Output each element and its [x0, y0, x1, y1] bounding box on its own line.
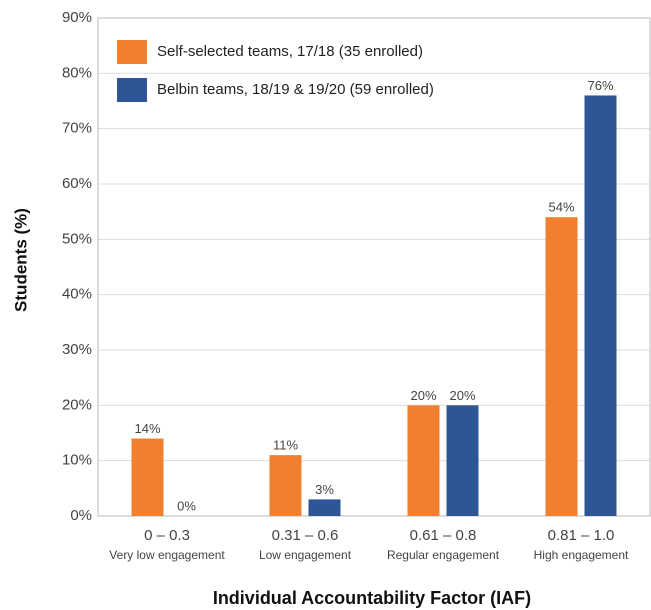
x-axis-label: Individual Accountability Factor (IAF) — [213, 588, 531, 608]
legend-label: Belbin teams, 18/19 & 19/20 (59 enrolled… — [157, 81, 434, 98]
y-tick-label: 20% — [62, 396, 92, 413]
data-label: 11% — [273, 438, 298, 453]
data-label: 3% — [315, 482, 334, 497]
data-label: 0% — [177, 498, 196, 513]
plot-frame — [97, 17, 651, 517]
bar — [308, 499, 341, 516]
x-tick-label: 0.61 – 0.8 — [410, 527, 477, 544]
x-tick-note: Regular engagement — [387, 548, 500, 562]
legend-label: Self-selected teams, 17/18 (35 enrolled) — [157, 43, 423, 60]
data-label: 20% — [410, 388, 436, 403]
y-tick-label: 40% — [62, 286, 92, 303]
legend-swatch — [117, 40, 147, 64]
x-tick-note: Very low engagement — [109, 548, 225, 562]
y-tick-label: 30% — [62, 341, 92, 358]
y-tick-label: 70% — [62, 120, 92, 137]
bar — [584, 95, 617, 516]
legend-swatch — [117, 78, 147, 102]
data-label: 54% — [548, 200, 574, 215]
y-tick-label: 50% — [62, 230, 92, 247]
y-tick-label: 80% — [62, 64, 92, 81]
bar — [446, 405, 479, 516]
x-tick-label: 0.31 – 0.6 — [272, 527, 339, 544]
y-tick-label: 0% — [70, 507, 92, 524]
bar — [545, 217, 578, 516]
x-tick-label: 0.81 – 1.0 — [548, 527, 615, 544]
bar — [131, 438, 164, 516]
x-tick-note: High engagement — [534, 548, 629, 562]
bar — [269, 455, 302, 516]
data-label: 76% — [587, 78, 613, 93]
x-tick-note: Low engagement — [259, 548, 352, 562]
y-tick-label: 10% — [62, 452, 92, 469]
data-label: 20% — [449, 388, 475, 403]
data-label: 14% — [134, 421, 160, 436]
x-tick-label: 0 – 0.3 — [144, 527, 190, 544]
y-axis-label: Students (%) — [11, 208, 30, 312]
bar — [407, 405, 440, 516]
y-tick-label: 60% — [62, 175, 92, 192]
y-tick-label: 90% — [62, 9, 92, 26]
